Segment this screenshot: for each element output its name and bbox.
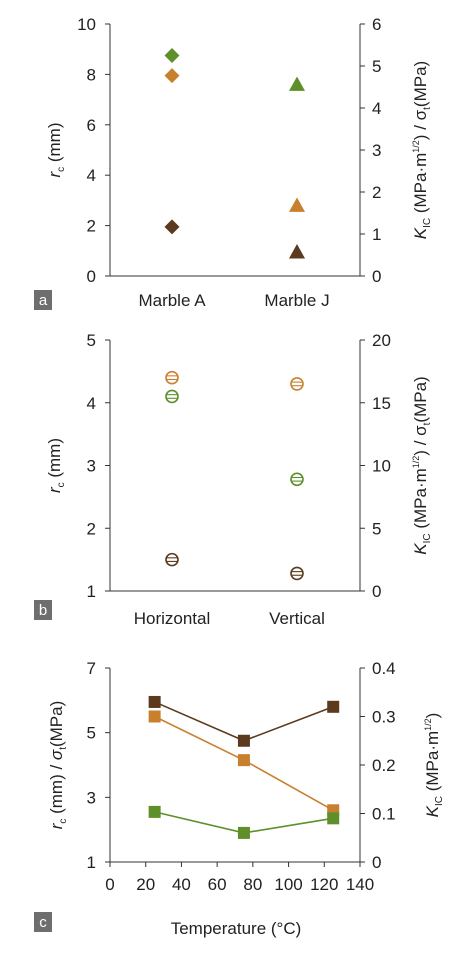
y-tick-label-left: 8 [87, 65, 96, 84]
y-tick-label-right: 0 [372, 582, 381, 601]
data-point-dark [289, 244, 305, 259]
y-tick-label-right: 0.1 [372, 805, 396, 824]
y-tick-label-right: 1 [372, 225, 381, 244]
chart-panel-c: 1 3 5 7 0 0.1 0.2 0.3 0.4 rc (mm) / σt(MPa) KIC (M… [34, 659, 445, 938]
data-point-orange [164, 68, 180, 84]
y-tick-label-left: 5 [87, 331, 96, 350]
y-axis-label-right: KIC (MPa·m1/2) / σt(MPa) [411, 61, 433, 239]
panel-label-box [34, 600, 52, 620]
y-tick-label-right: 3 [372, 141, 381, 160]
panel-label-c: c [34, 912, 52, 932]
y-axis-label-right: KIC (MPa·m1/2) / σt(MPa) [411, 376, 433, 554]
x-axis-label: Temperature (°C) [171, 919, 302, 938]
y-tick-label-right: 2 [372, 183, 381, 202]
marker-outline [290, 472, 304, 487]
data-point-dark [148, 695, 161, 708]
panel-label-text: a [39, 292, 48, 309]
y-tick-label-left: 6 [87, 116, 96, 135]
marker-outline [290, 566, 304, 581]
data-point-orange [290, 377, 304, 391]
y-tick-label-right: 4 [372, 99, 381, 118]
x-tick-label: 20 [136, 875, 155, 894]
x-tick-label: 120 [310, 875, 338, 894]
y-axis-label-left: rc (mm) [45, 122, 67, 177]
data-point-orange [148, 710, 161, 723]
y-tick-label-right: 0.4 [372, 659, 396, 678]
y-tick-label-right: 20 [372, 331, 391, 350]
x-tick-label: 140 [346, 875, 374, 894]
y-tick-label-right: 5 [372, 57, 381, 76]
panel-label-text: c [39, 914, 47, 931]
marker-outline [165, 370, 179, 385]
x-category-label: Vertical [269, 609, 325, 628]
y-tick-label-left: 4 [87, 394, 96, 413]
y-tick-label-left: 0 [87, 267, 96, 286]
data-point-orange [237, 754, 250, 767]
panel-label-b: b [34, 600, 52, 620]
data-point-orange [289, 197, 305, 212]
y-tick-label-left: 5 [87, 724, 96, 743]
y-tick-label-right: 5 [372, 519, 381, 538]
y-tick-label-left: 2 [87, 217, 96, 236]
y-tick-label-left: 4 [87, 166, 96, 185]
x-tick-label: 100 [274, 875, 302, 894]
y-tick-label-left: 3 [87, 457, 96, 476]
y-tick-label-right: 6 [372, 15, 381, 34]
x-category-label: Horizontal [134, 609, 211, 628]
y-tick-label-right: 15 [372, 394, 391, 413]
chart-panel-a: 0 2 4 6 8 10 0 1 2 3 4 5 6 rc (mm) KIC (MPa·m1/2) / σt… [34, 15, 433, 310]
data-point-orange [165, 370, 179, 385]
x-tick-label: 80 [243, 875, 262, 894]
data-point-dark [165, 552, 179, 567]
data-point-green [148, 805, 161, 818]
y-tick-label-left: 1 [87, 582, 96, 601]
x-category-label: Marble J [264, 291, 329, 310]
marker-outline [290, 377, 304, 391]
panel-label-box [34, 290, 52, 310]
x-category-label: Marble A [138, 291, 206, 310]
panel-label-a: a [34, 290, 52, 310]
data-point-green [164, 48, 180, 63]
data-point-dark [327, 700, 340, 713]
y-tick-label-left: 3 [87, 788, 96, 807]
y-tick-label-left: 10 [77, 15, 96, 34]
y-tick-label-right: 0 [372, 267, 381, 286]
data-point-green [165, 389, 179, 404]
data-point-dark [237, 734, 250, 747]
data-point-green [237, 826, 250, 839]
y-axis-label-left: rc (mm) / σt(MPa) [47, 701, 69, 830]
chart-panel-b: 1 2 3 4 5 0 5 10 15 20 rc (mm) KIC (MPa·m1/2) / σt(… [34, 331, 433, 628]
y-tick-label-right: 0.2 [372, 756, 396, 775]
data-point-dark [164, 219, 180, 235]
x-tick-label: 40 [172, 875, 191, 894]
y-axis-label-right: KIC (MPa·m1/2) [423, 713, 445, 818]
y-tick-label-left: 1 [87, 853, 96, 872]
y-tick-label-left: 7 [87, 659, 96, 678]
y-tick-label-right: 0.3 [372, 708, 396, 727]
y-tick-label-right: 10 [372, 457, 391, 476]
x-tick-label: 0 [105, 875, 114, 894]
y-tick-label-left: 2 [87, 519, 96, 538]
data-point-dark [290, 566, 304, 581]
x-tick-label: 60 [208, 875, 227, 894]
y-axis-label-left: rc (mm) [45, 438, 67, 493]
marker-outline [165, 552, 179, 567]
data-point-green [327, 812, 340, 825]
panel-label-box [34, 912, 52, 932]
marker-outline [165, 389, 179, 404]
panel-label-text: b [39, 602, 47, 619]
y-tick-label-right: 0 [372, 853, 381, 872]
data-point-green [289, 76, 305, 91]
data-point-green [290, 472, 304, 487]
